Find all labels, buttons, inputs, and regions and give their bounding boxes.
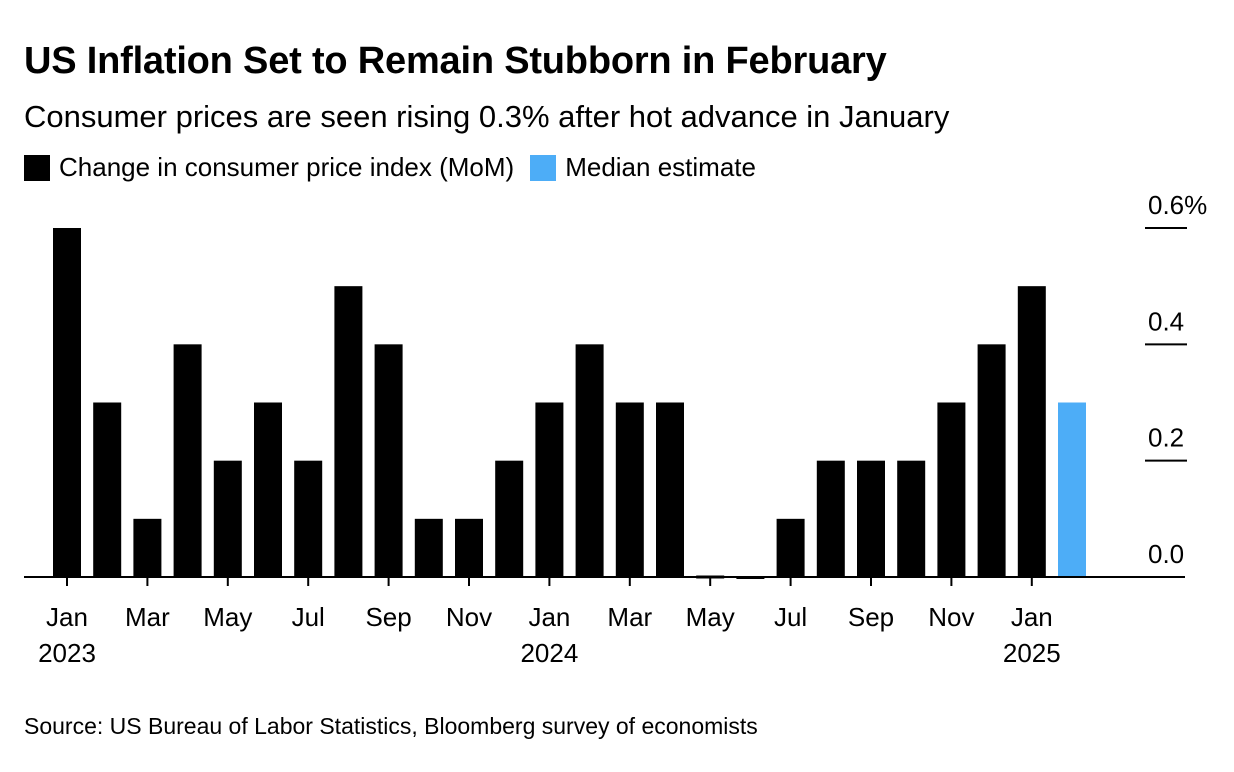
bar-cpi-19	[816, 460, 845, 577]
bar-median-estimate-25	[1058, 402, 1086, 577]
x-tick-label-month-3: Jul	[292, 602, 325, 632]
x-tick-label-month-8: May	[686, 602, 735, 632]
y-tick-label-1: 0.2	[1148, 423, 1184, 453]
bar-cpi-12	[535, 402, 564, 577]
bar-cpi-0	[53, 227, 81, 578]
bar-cpi-13	[575, 344, 604, 577]
x-tick-label-month-7: Mar	[607, 602, 652, 632]
x-tick-label-year-0: 2023	[38, 638, 96, 668]
bar-cpi-3	[173, 344, 202, 577]
legend-item-cpi: Change in consumer price index (MoM)	[24, 152, 514, 183]
legend-label-cpi: Change in consumer price index (MoM)	[59, 152, 515, 182]
bar-cpi-1	[93, 402, 122, 577]
y-tick-label-3: 0.6%	[1148, 190, 1207, 220]
bar-cpi-23	[977, 344, 1006, 577]
chart-subtitle: Consumer prices are seen rising 0.3% aft…	[24, 99, 950, 134]
bar-cpi-6	[294, 460, 323, 577]
source-note: Source: US Bureau of Labor Statistics, B…	[24, 713, 758, 739]
x-tick-label-month-1: Mar	[125, 602, 170, 632]
x-tick-label-month-6: Jan	[528, 602, 570, 632]
bar-cpi-11	[495, 460, 524, 577]
bar-cpi-21	[897, 460, 926, 577]
x-tick-label-month-9: Jul	[774, 602, 807, 632]
legend-label-median-estimate: Median estimate	[565, 152, 756, 182]
x-tick-label-year-6: 2024	[520, 638, 578, 668]
bar-cpi-20	[857, 460, 885, 577]
bar-cpi-10	[455, 518, 483, 577]
bar-cpi-24	[1017, 286, 1046, 577]
x-tick-label-month-5: Nov	[446, 602, 492, 632]
legend-swatch-cpi	[24, 154, 50, 181]
bar-cpi-9	[414, 518, 443, 577]
x-tick-label-year-12: 2025	[1003, 638, 1061, 668]
x-tick-label-month-0: Jan	[46, 602, 88, 632]
bar-cpi-18	[776, 518, 805, 577]
chart-title: US Inflation Set to Remain Stubborn in F…	[24, 40, 887, 82]
legend-item-median-estimate: Median estimate	[530, 152, 756, 183]
bar-cpi-22	[937, 402, 966, 577]
bar-cpi-7	[334, 286, 363, 577]
bar-cpi-2	[133, 518, 162, 577]
x-tick-label-month-2: May	[203, 602, 252, 632]
bar-chart: 0.0 0.2 0.4 0.6% Jan 2023 Mar May Jul Sep Nov Jan 20…	[24, 190, 1207, 668]
x-tick-label-month-4: Sep	[365, 602, 411, 632]
bar-cpi-4	[213, 460, 242, 577]
x-tick-label-month-10: Sep	[848, 602, 894, 632]
bar-cpi-8	[374, 344, 403, 577]
bar-cpi-15	[656, 402, 684, 577]
bar-cpi-5	[254, 402, 282, 577]
legend-swatch-median-estimate	[530, 154, 557, 181]
y-tick-label-0: 0.0	[1148, 539, 1184, 569]
y-tick-label-2: 0.4	[1148, 306, 1184, 336]
chart-legend: Change in consumer price index (MoM) Med…	[24, 152, 772, 183]
x-tick-label-month-11: Nov	[928, 602, 974, 632]
bar-cpi-14	[615, 402, 644, 577]
x-tick-label-month-12: Jan	[1011, 602, 1053, 632]
